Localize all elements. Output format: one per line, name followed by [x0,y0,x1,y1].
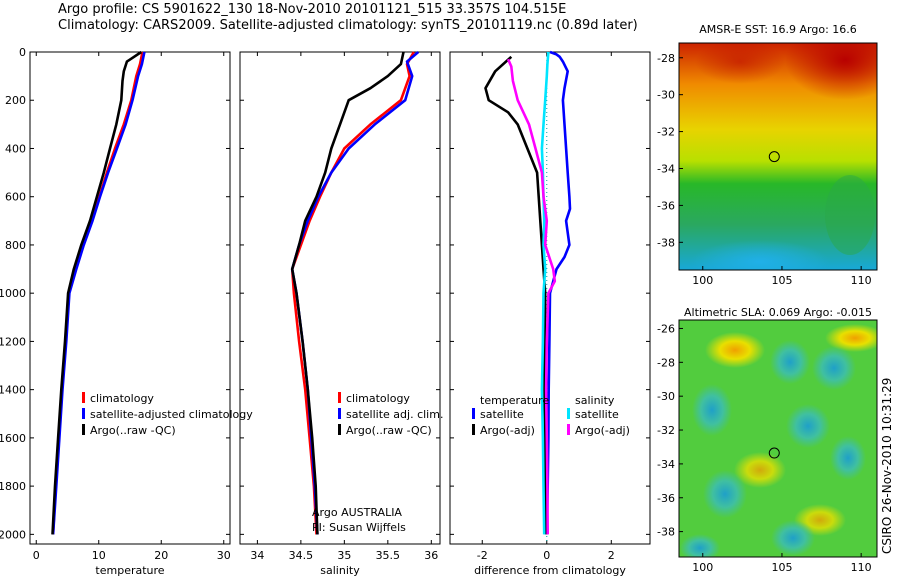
y-tick-label: 200 [5,94,26,107]
panel-2-frame [239,51,441,545]
header-line-1: Argo profile: CS 5901622_130 18-Nov-2010… [58,2,567,17]
map-y-tick-label: -30 [657,89,675,102]
x-axis-label: difference from climatology [474,564,626,577]
map-y-tick-label: -38 [657,526,675,539]
legend-swatch [567,408,570,419]
map-y-tick-label: -34 [657,458,675,471]
y-tick-label: 0 [19,46,26,59]
series-line-climatology [290,51,416,535]
y-tick-label: 1200 [0,335,26,348]
y-tick-label: 1600 [0,432,26,445]
map-title: AMSR-E SST: 16.9 Argo: 16.6 [699,23,857,36]
x-tick-label: 10 [92,549,106,562]
map-1-frame [678,42,878,271]
legend-label: satellite [480,408,524,421]
map-title: Altimetric SLA: 0.069 Argo: -0.015 [684,306,872,319]
legend-label: satellite-adjusted climatology [90,408,253,421]
x-tick-label: 35 [337,549,351,562]
legend-label: Argo(..raw -QC) [346,424,432,437]
legend-swatch [338,424,341,435]
x-tick-label: 30 [217,549,231,562]
series-line-argo-adj- [506,58,557,535]
map-y-tick-label: -30 [657,390,675,403]
legend-label: Argo(-adj) [575,424,630,437]
map-y-tick-label: -38 [657,236,675,249]
header-line-2: Climatology: CARS2009. Satellite-adjuste… [58,18,638,33]
y-tick-label: 1400 [0,384,26,397]
series-line-argo-adj- [484,55,548,535]
x-tick-label: 2 [608,549,615,562]
profile-location-marker [768,151,780,163]
map-y-tick-label: -32 [657,424,675,437]
series-line-satellite [540,51,550,535]
legend-group-title: temperature [480,394,549,407]
map-y-tick-label: -36 [657,199,675,212]
map-x-tick-label: 110 [851,274,872,287]
legend-label: satellite adj. clim. [346,408,443,421]
x-tick-label: -2 [477,549,488,562]
y-tick-label: 1000 [0,287,26,300]
x-tick-label: 20 [154,549,168,562]
y-tick-label: 400 [5,142,26,155]
legend-swatch [567,424,570,435]
map-x-tick-label: 110 [851,561,872,574]
legend-label: climatology [346,392,410,405]
map-2-frame [678,319,878,558]
series-line-argo-raw-qc- [51,50,143,535]
map-x-tick-label: 100 [692,561,713,574]
map-x-tick-label: 100 [692,274,713,287]
panel-annotation: Argo AUSTRALIA [312,506,402,519]
x-tick-label: 34.5 [289,549,314,562]
series-line-satellite [545,50,572,535]
x-tick-label: 0 [543,549,550,562]
legend-swatch [338,408,341,419]
x-tick-label: 36 [424,549,438,562]
legend-label: Argo(-adj) [480,424,535,437]
legend-swatch [82,408,85,419]
map-y-tick-label: -34 [657,162,675,175]
series-line-climatology [51,51,144,535]
y-tick-label: 600 [5,191,26,204]
map-x-tick-label: 105 [771,274,792,287]
legend-swatch [82,392,85,403]
map-y-tick-label: -26 [657,322,675,335]
series-line-satellite-adjusted-climatology [51,51,146,535]
sst-map [679,43,877,270]
y-tick-label: 800 [5,239,26,252]
map-x-tick-label: 105 [771,561,792,574]
legend-swatch [338,392,341,403]
x-axis-label: temperature [95,564,164,577]
timestamp-label: CSIRO 26-Nov-2010 10:31:29 [880,377,894,554]
panel-annotation: PI: Susan Wijffels [312,521,406,534]
sla-map [679,320,877,557]
x-axis-label: salinity [320,564,360,577]
legend-swatch [472,424,475,435]
panel-1-frame [29,51,231,545]
legend-label: climatology [90,392,154,405]
x-tick-label: 35.5 [376,549,401,562]
map-y-tick-label: -28 [657,52,675,65]
legend-label: satellite [575,408,619,421]
series-line-argo-raw-qc- [290,51,405,535]
x-tick-label: 34 [250,549,264,562]
map-y-tick-label: -32 [657,126,675,139]
y-tick-label: 1800 [0,480,26,493]
y-tick-label: 2000 [0,528,26,541]
x-tick-label: 0 [33,549,40,562]
legend-swatch [82,424,85,435]
map-y-tick-label: -28 [657,356,675,369]
legend-label: Argo(..raw -QC) [90,424,176,437]
legend-swatch [472,408,475,419]
map-y-tick-label: -36 [657,492,675,505]
profile-location-marker [768,447,780,459]
legend-group-title: salinity [575,394,615,407]
